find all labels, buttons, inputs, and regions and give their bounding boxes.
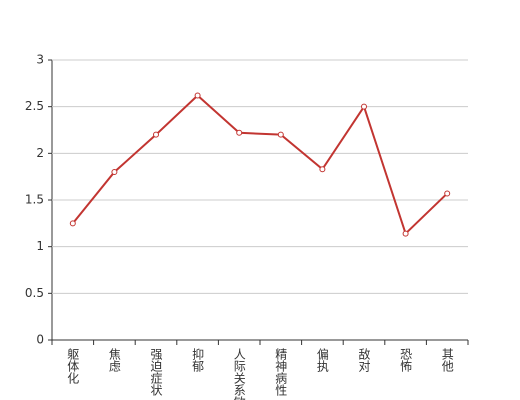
point xyxy=(402,230,409,237)
x-tick-label: 人际关系敏感 xyxy=(232,348,246,400)
line xyxy=(72,94,448,236)
point xyxy=(111,169,118,175)
x-tick-label: 其他 xyxy=(440,348,454,372)
point xyxy=(153,131,159,138)
y-tick-label: 0.5 xyxy=(25,286,44,300)
point xyxy=(277,131,284,138)
point xyxy=(236,129,243,136)
x-tick-label: 恐怖 xyxy=(399,348,413,372)
x-tick-label: 偏执 xyxy=(315,347,329,373)
point xyxy=(444,190,451,197)
y-tick-label: 3 xyxy=(36,53,44,67)
y-tick-label: 1.5 xyxy=(25,193,44,207)
y-tick-label: 0 xyxy=(36,333,44,347)
point xyxy=(69,220,76,227)
x-tick-label: 强迫症状 xyxy=(149,348,163,396)
y-tick-label: 1 xyxy=(36,239,44,253)
point xyxy=(361,103,367,110)
x-tick-label: 抑郁 xyxy=(191,347,205,373)
y-tick-label: 2 xyxy=(36,146,44,160)
x-tick-label: 焦虑 xyxy=(107,348,121,372)
x-tick-label: 精神病性 xyxy=(274,348,288,397)
point xyxy=(319,166,326,173)
point xyxy=(194,92,201,99)
x-tick-label: 敌对 xyxy=(357,347,371,372)
x-tick-label: 躯体化 xyxy=(66,347,80,385)
y-tick-label: 2.5 xyxy=(25,99,44,113)
